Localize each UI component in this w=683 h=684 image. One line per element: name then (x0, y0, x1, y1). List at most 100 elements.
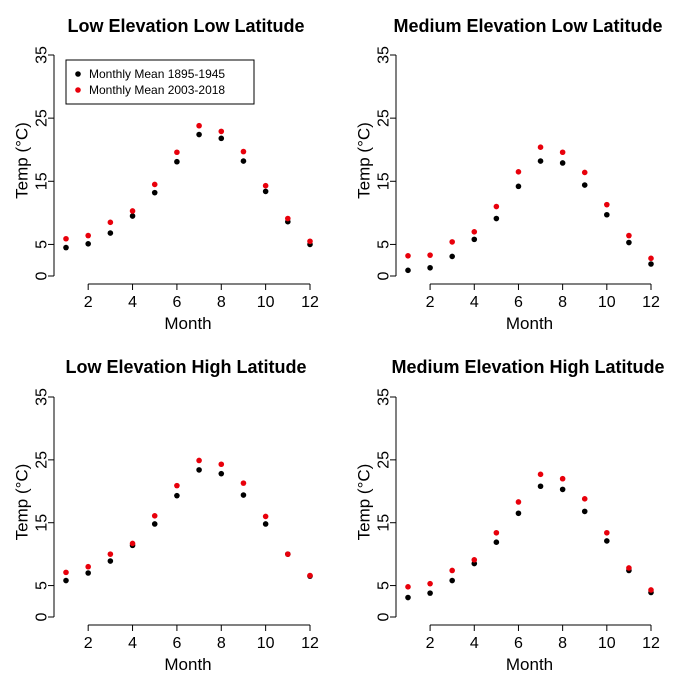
x-tick-label: 12 (642, 294, 660, 311)
y-axis-label: Temp (°C) (13, 464, 32, 541)
y-tick-label: 35 (34, 388, 51, 406)
data-point (129, 213, 136, 219)
data-point (493, 529, 500, 536)
x-tick-label: 6 (172, 635, 181, 652)
x-tick-label: 12 (642, 635, 660, 652)
x-tick-label: 4 (128, 294, 137, 311)
panel-2: Medium Elevation Low Latitude 2 4 6 8 10 12 Mon… (355, 16, 663, 333)
data-point (174, 492, 180, 499)
x-tick-label: 10 (257, 635, 275, 652)
x-axis-label: Month (164, 314, 211, 333)
panel-title: Medium Elevation Low Latitude (393, 16, 662, 36)
y-tick-label: 35 (376, 388, 393, 406)
y-tick-label: 25 (34, 451, 51, 469)
data-point (85, 570, 91, 576)
data-point (85, 563, 91, 570)
x-tick-label: 8 (558, 635, 567, 652)
data-point (405, 252, 411, 259)
data-point (218, 461, 225, 468)
data-point (449, 253, 455, 260)
data-point (471, 236, 478, 243)
data-point (107, 551, 114, 557)
data-point (262, 513, 269, 520)
data-point (559, 149, 566, 156)
data-point (218, 470, 225, 477)
data-point (537, 144, 544, 150)
data-point (405, 594, 411, 601)
data-point (240, 492, 247, 498)
data-point (427, 590, 433, 596)
legend-marker (75, 71, 81, 77)
legend-label: Monthly Mean 1895-1945 (89, 67, 225, 81)
y-tick-label: 5 (376, 240, 393, 249)
data-point (559, 486, 566, 493)
data-point (63, 569, 69, 576)
data-point (604, 529, 610, 536)
data-point (648, 587, 654, 593)
panel-title: Low Elevation Low Latitude (67, 16, 304, 36)
y-tick-label: 0 (376, 612, 393, 621)
data-point (449, 239, 455, 245)
data-point (581, 169, 588, 176)
x-axis-label: Month (506, 655, 553, 674)
data-point (515, 499, 522, 505)
panel-1: Low Elevation Low Latitude 2 4 6 8 10 12 Month 0… (13, 16, 320, 333)
data-point (196, 131, 202, 138)
data-point (515, 169, 522, 175)
series-1-points (405, 158, 654, 274)
x-tick-label: 12 (301, 294, 319, 311)
data-point (559, 160, 566, 166)
y-tick-label: 35 (34, 46, 51, 64)
data-point (515, 183, 522, 190)
y-tick-label: 0 (34, 612, 51, 621)
data-point (581, 182, 588, 188)
data-point (559, 475, 566, 482)
data-point (240, 480, 247, 486)
data-point (196, 467, 202, 473)
data-point (493, 203, 500, 210)
data-point (129, 540, 136, 547)
data-point (85, 240, 91, 247)
x-tick-label: 8 (217, 635, 226, 652)
x-tick-label: 2 (426, 294, 435, 311)
data-point (174, 158, 180, 165)
data-point (307, 238, 313, 245)
data-point (174, 149, 180, 156)
data-point (449, 577, 455, 584)
x-axis-label: Month (506, 314, 553, 333)
x-tick-label: 10 (598, 294, 616, 311)
data-point (151, 513, 158, 519)
data-point (307, 572, 313, 579)
series-2-points (63, 122, 313, 245)
data-point (405, 267, 411, 274)
data-point (285, 215, 291, 222)
data-point (218, 135, 225, 142)
data-point (537, 471, 544, 478)
data-point (85, 232, 91, 239)
y-axis-label: Temp (°C) (355, 464, 374, 541)
data-point (648, 261, 654, 267)
data-point (151, 521, 158, 527)
y-tick-label: 0 (376, 271, 393, 280)
data-point (626, 565, 632, 571)
series-2-points (405, 144, 654, 262)
data-point (196, 457, 202, 464)
data-point (262, 188, 269, 195)
y-tick-label: 25 (376, 451, 393, 469)
data-point (449, 567, 455, 574)
y-tick-label: 5 (34, 581, 51, 590)
series-2-points (405, 471, 654, 593)
data-point (262, 182, 269, 189)
x-tick-label: 4 (470, 294, 479, 311)
legend-marker (75, 87, 81, 93)
data-point (581, 508, 588, 515)
panel-4: Medium Elevation High Latitude 2 4 6 8 10 12 Mo… (355, 357, 665, 674)
x-tick-label: 8 (217, 294, 226, 311)
data-point (427, 252, 433, 258)
y-tick-label: 35 (376, 46, 393, 64)
data-point (405, 584, 411, 590)
y-tick-label: 25 (34, 109, 51, 127)
x-tick-label: 4 (470, 635, 479, 652)
